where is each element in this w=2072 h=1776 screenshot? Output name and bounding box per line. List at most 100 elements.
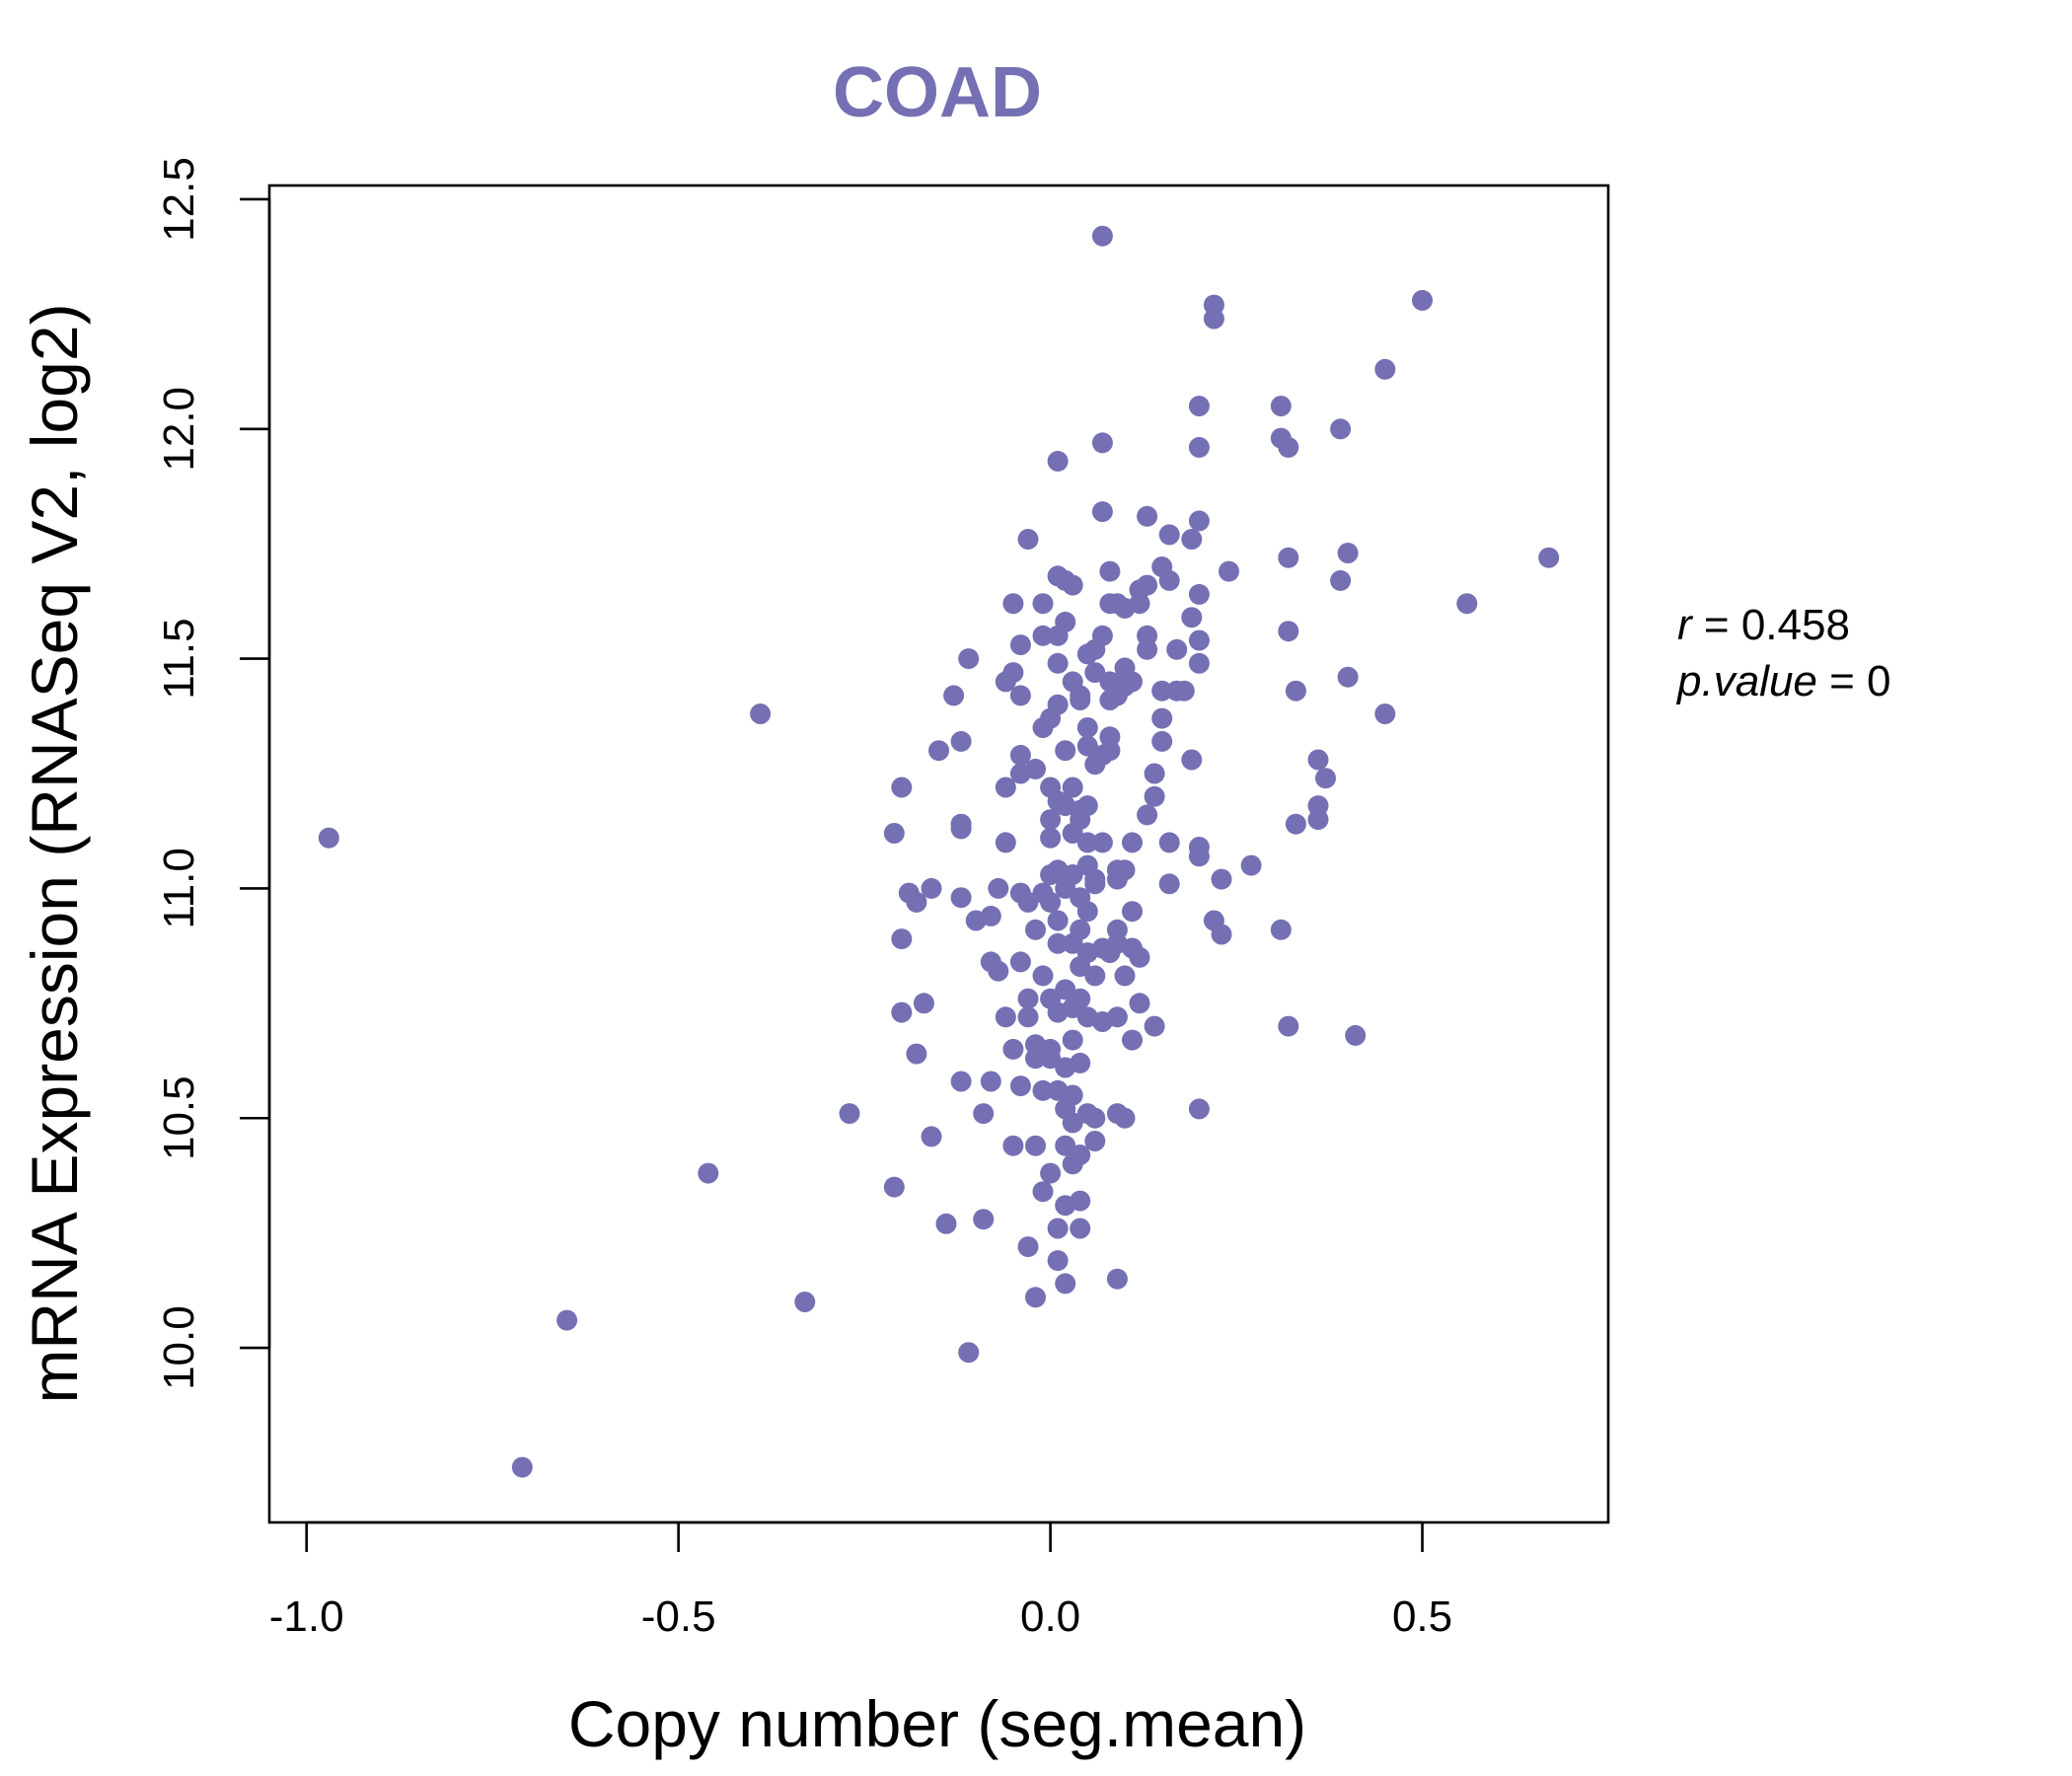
data-point bbox=[1062, 1084, 1083, 1106]
data-point bbox=[950, 887, 972, 909]
x-tick-label: 0.5 bbox=[1392, 1592, 1452, 1641]
data-point bbox=[1330, 569, 1352, 591]
data-point bbox=[1055, 611, 1076, 632]
data-point bbox=[1047, 694, 1069, 715]
data-point bbox=[1070, 988, 1091, 1009]
data-point bbox=[1055, 1135, 1076, 1156]
p-value-symbol: p.value bbox=[1675, 657, 1817, 705]
data-point bbox=[913, 993, 934, 1014]
data-point bbox=[1032, 1079, 1054, 1101]
data-point bbox=[1009, 634, 1031, 656]
data-point bbox=[1137, 574, 1158, 596]
data-point bbox=[988, 960, 1009, 982]
data-point bbox=[1062, 1029, 1083, 1051]
data-point bbox=[1062, 777, 1083, 798]
r-value: 0.458 bbox=[1741, 601, 1850, 649]
data-point bbox=[1122, 901, 1143, 923]
data-point bbox=[1315, 768, 1336, 789]
data-point bbox=[1070, 690, 1091, 710]
data-point bbox=[1070, 1145, 1091, 1165]
data-point bbox=[750, 703, 772, 724]
data-point bbox=[1114, 859, 1136, 881]
data-point bbox=[1278, 621, 1299, 642]
data-point bbox=[950, 818, 972, 840]
data-point bbox=[1062, 1112, 1083, 1134]
data-point bbox=[1129, 993, 1150, 1014]
data-point bbox=[1137, 638, 1158, 660]
data-point bbox=[1047, 932, 1069, 954]
data-point bbox=[883, 1176, 905, 1198]
data-point bbox=[1330, 418, 1352, 440]
data-point bbox=[1091, 432, 1113, 454]
data-point bbox=[1129, 593, 1150, 615]
data-point bbox=[1047, 910, 1069, 931]
data-point bbox=[1188, 652, 1210, 674]
data-point bbox=[1188, 510, 1210, 532]
data-point bbox=[883, 823, 905, 844]
data-point bbox=[1062, 574, 1083, 596]
data-point bbox=[1040, 1162, 1062, 1184]
data-point bbox=[1285, 813, 1306, 835]
data-point bbox=[1137, 505, 1158, 527]
data-point bbox=[1076, 717, 1098, 738]
y-tick-label: 10.5 bbox=[155, 1075, 203, 1160]
data-point bbox=[973, 1103, 995, 1125]
data-point bbox=[958, 648, 980, 670]
data-point bbox=[1070, 1052, 1091, 1073]
data-point bbox=[1002, 662, 1024, 684]
data-point bbox=[1337, 666, 1359, 688]
data-point bbox=[1188, 436, 1210, 458]
data-point bbox=[1181, 749, 1203, 771]
data-point bbox=[1181, 607, 1203, 629]
data-point bbox=[1181, 529, 1203, 550]
data-point bbox=[1412, 289, 1433, 311]
data-point bbox=[1122, 671, 1143, 693]
data-point bbox=[1017, 1236, 1039, 1258]
data-point bbox=[980, 1071, 1001, 1092]
data-point bbox=[1240, 854, 1262, 876]
data-point bbox=[1203, 308, 1224, 330]
data-point bbox=[1278, 547, 1299, 568]
data-point bbox=[1122, 832, 1143, 853]
y-tick-label: 11.0 bbox=[155, 848, 203, 928]
data-point bbox=[943, 685, 965, 706]
data-point bbox=[1032, 965, 1054, 987]
data-point bbox=[839, 1103, 860, 1125]
data-point bbox=[1188, 396, 1210, 416]
data-point bbox=[1084, 965, 1106, 987]
data-point bbox=[1144, 1015, 1165, 1037]
x-tick-label: -1.0 bbox=[269, 1592, 344, 1641]
data-point bbox=[1047, 450, 1069, 472]
data-point bbox=[1122, 1029, 1143, 1051]
data-point bbox=[1173, 680, 1195, 702]
data-point bbox=[1055, 740, 1076, 762]
data-point bbox=[1106, 1006, 1128, 1028]
data-point bbox=[1025, 1048, 1046, 1070]
data-point bbox=[511, 1456, 533, 1478]
y-tick-label: 11.5 bbox=[155, 618, 203, 699]
data-point bbox=[1285, 680, 1306, 702]
data-point bbox=[995, 777, 1016, 798]
data-point bbox=[921, 877, 942, 899]
data-point bbox=[1091, 625, 1113, 646]
data-point bbox=[1084, 873, 1106, 895]
data-point bbox=[1070, 919, 1091, 940]
data-point bbox=[698, 1162, 719, 1184]
data-point bbox=[1062, 864, 1083, 885]
y-tick-label: 12.0 bbox=[155, 387, 203, 472]
data-point bbox=[1002, 593, 1024, 615]
data-point bbox=[1538, 547, 1560, 568]
data-point bbox=[1456, 593, 1478, 615]
data-point bbox=[995, 1006, 1016, 1028]
data-point bbox=[1009, 951, 1031, 973]
data-point bbox=[1091, 832, 1113, 853]
data-point bbox=[1070, 1218, 1091, 1239]
x-tick-label: 0.0 bbox=[1020, 1592, 1080, 1641]
data-point bbox=[1151, 707, 1173, 729]
data-point bbox=[928, 740, 949, 762]
data-point bbox=[1076, 901, 1098, 923]
x-tick-label: -0.5 bbox=[641, 1592, 716, 1641]
data-point bbox=[1032, 593, 1054, 615]
data-point bbox=[980, 905, 1001, 926]
